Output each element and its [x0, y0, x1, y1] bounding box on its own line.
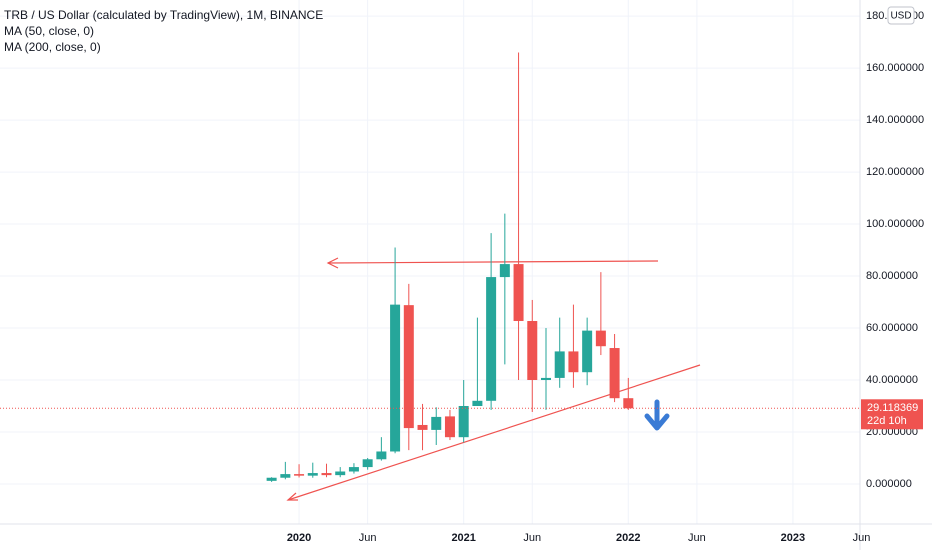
- candle-body: [431, 416, 442, 430]
- y-tick-label: 60.000000: [866, 322, 918, 334]
- candles: [0, 52, 860, 482]
- x-tick-label: 2020: [287, 532, 311, 544]
- y-tick-label: 160.000000: [866, 62, 924, 74]
- x-tick-label: 2023: [781, 532, 805, 544]
- candle-body: [486, 277, 497, 401]
- chart-title: TRB / US Dollar (calculated by TradingVi…: [4, 8, 323, 22]
- candle-body: [609, 348, 620, 399]
- candle-body: [527, 321, 538, 381]
- x-tick-label: Jun: [359, 532, 377, 544]
- candle-body: [540, 377, 551, 381]
- y-tick-label: 80.000000: [866, 270, 918, 282]
- candle-body: [294, 474, 305, 476]
- currency-badge[interactable]: [887, 6, 915, 25]
- candle-body: [472, 400, 483, 406]
- arrow-head: [326, 257, 339, 269]
- candle-body: [390, 304, 401, 452]
- currency: USD: [890, 11, 911, 22]
- candle-body: [321, 473, 332, 476]
- candle-body: [280, 474, 291, 478]
- candle-body: [458, 405, 469, 438]
- y-tick-label: 140.000000: [866, 114, 924, 126]
- y-tick-label: 100.000000: [866, 218, 924, 230]
- candle-body: [362, 459, 373, 468]
- y-tick-label: 120.000000: [866, 166, 924, 178]
- y-tick-label: 40.000000: [866, 374, 918, 386]
- trend-line: [287, 364, 701, 501]
- candle-body: [266, 477, 277, 481]
- candle-body: [417, 424, 428, 430]
- candle-body: [307, 473, 318, 476]
- resistance-line: [327, 260, 659, 264]
- candle-body: [403, 305, 414, 429]
- arrow-head: [286, 492, 298, 501]
- x-tick-label: Jun: [688, 532, 706, 544]
- candle-body: [499, 264, 510, 278]
- indicator: MA (200, close, 0): [4, 40, 101, 54]
- last-price-label: 29.118369: [867, 402, 918, 414]
- candle-body: [595, 330, 606, 347]
- x-tick-label: Jun: [523, 532, 541, 544]
- candle-body: [376, 451, 387, 460]
- candle-body: [444, 416, 455, 438]
- candle-body: [513, 264, 524, 322]
- last-price-box: [861, 399, 923, 430]
- x-tick-label: Jun: [853, 532, 871, 544]
- drawings: [286, 257, 701, 501]
- x-tick-label: 2021: [451, 532, 475, 544]
- candle-body: [568, 351, 579, 373]
- candle-body: [348, 467, 359, 472]
- down-arrow: [644, 399, 670, 431]
- candle-body: [554, 351, 565, 378]
- candle-body: [623, 398, 634, 409]
- countdown: 22d 10h: [867, 415, 907, 427]
- candle-body: [335, 471, 346, 476]
- axes: 0.00000020.00000040.00000060.00000080.00…: [287, 10, 924, 544]
- indicator: MA (50, close, 0): [4, 24, 94, 38]
- y-tick-label: 0.000000: [866, 478, 912, 490]
- candle-body: [582, 330, 593, 373]
- x-tick-label: 2022: [616, 532, 640, 544]
